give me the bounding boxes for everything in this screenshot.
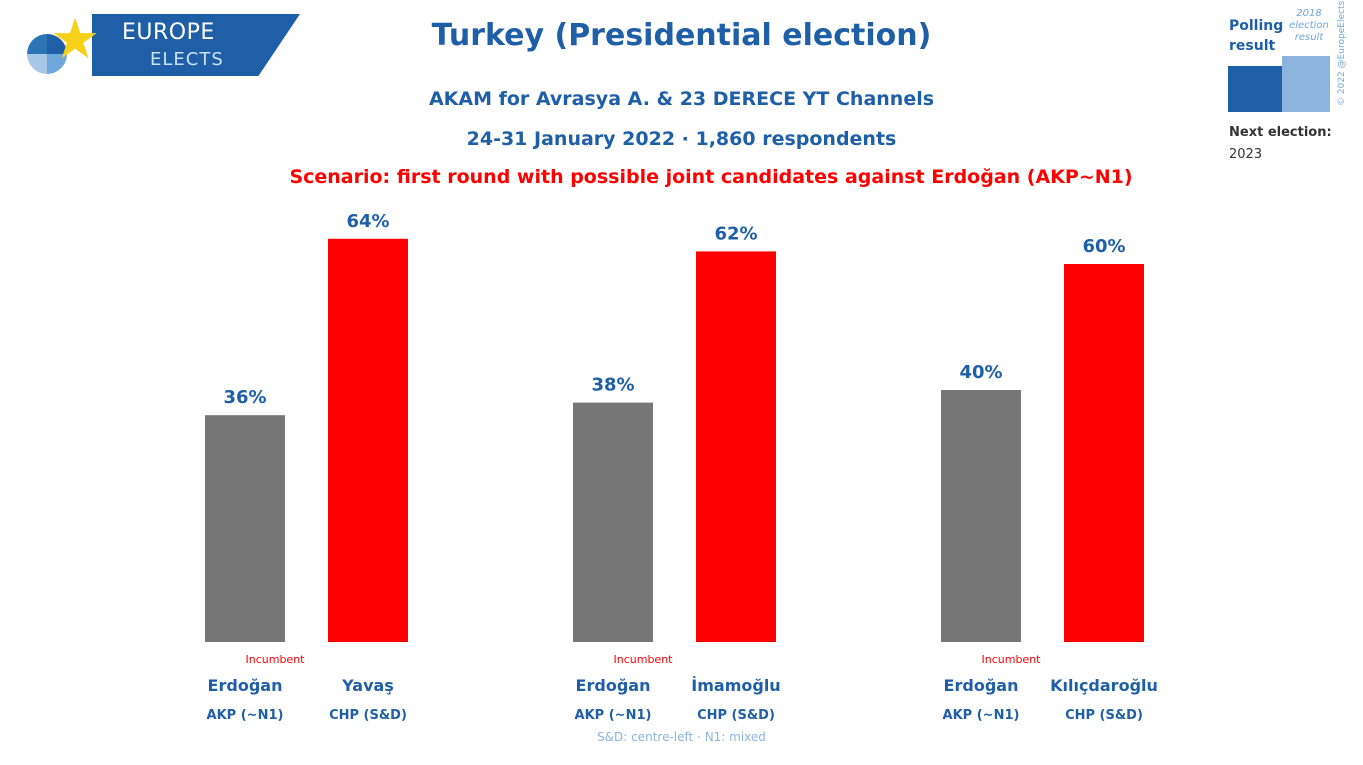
candidate-name: Erdoğan (576, 676, 651, 695)
bar-value-label: 36% (223, 387, 266, 408)
bar (205, 415, 285, 642)
legend: Polling result 2018 election result © 20… (1225, 1, 1360, 166)
bar (328, 238, 408, 643)
bar-value-label: 62% (714, 223, 757, 244)
incumbent-label: Incumbent (982, 653, 1042, 666)
bar (696, 251, 776, 642)
incumbent-label: Incumbent (614, 653, 674, 666)
footnote: S&D: centre-left · N1: mixed (597, 730, 766, 744)
star-icon: ★ (50, 7, 101, 72)
logo-text-line2: ELECTS (150, 49, 224, 70)
globe-icon (27, 34, 67, 74)
candidate-party: AKP (~N1) (943, 708, 1020, 723)
pollster-subtitle: AKAM for Avrasya A. & 23 DERECE YT Chann… (428, 88, 935, 110)
candidate-party: CHP (S&D) (329, 708, 407, 723)
candidate-party: AKP (~N1) (575, 708, 652, 723)
incumbent-label: Incumbent (246, 653, 306, 666)
candidate-party: CHP (S&D) (1065, 708, 1143, 723)
europe-elects-logo: ★ EUROPE ELECTS (22, 7, 302, 80)
legend-polling-swatch (1228, 66, 1282, 112)
next-election-label: Next election: (1229, 125, 1332, 140)
candidate-name: Kılıçdaroğlu (1050, 676, 1158, 695)
chart-title: Turkey (Presidential election) (431, 18, 932, 53)
bar-value-label: 60% (1082, 236, 1125, 257)
candidate-name: İmamoğlu (691, 676, 780, 695)
candidate-name: Erdoğan (944, 676, 1019, 695)
legend-polling-label: Polling result (1229, 18, 1284, 54)
candidate-name: Erdoğan (208, 676, 283, 695)
candidate-party: CHP (S&D) (697, 708, 775, 723)
candidate-party: AKP (~N1) (207, 708, 284, 723)
next-election-year: 2023 (1229, 147, 1263, 162)
bar-value-label: 40% (959, 362, 1002, 383)
logo-text-line1: EUROPE (122, 20, 215, 45)
bar-value-label: 38% (591, 375, 634, 396)
bar (573, 402, 653, 642)
scenario-note: Scenario: first round with possible join… (289, 166, 1133, 188)
legend-election-swatch (1282, 56, 1330, 112)
bar (941, 390, 1021, 642)
candidate-name: Yavaş (341, 676, 394, 695)
next-election: Next election: 2023 (1229, 122, 1332, 166)
bar (1064, 264, 1144, 642)
legend-election-label: 2018 election result (1289, 8, 1329, 43)
fieldwork-dates: 24-31 January 2022 · 1,860 respondents (466, 128, 897, 150)
bar-value-label: 64% (346, 211, 389, 232)
